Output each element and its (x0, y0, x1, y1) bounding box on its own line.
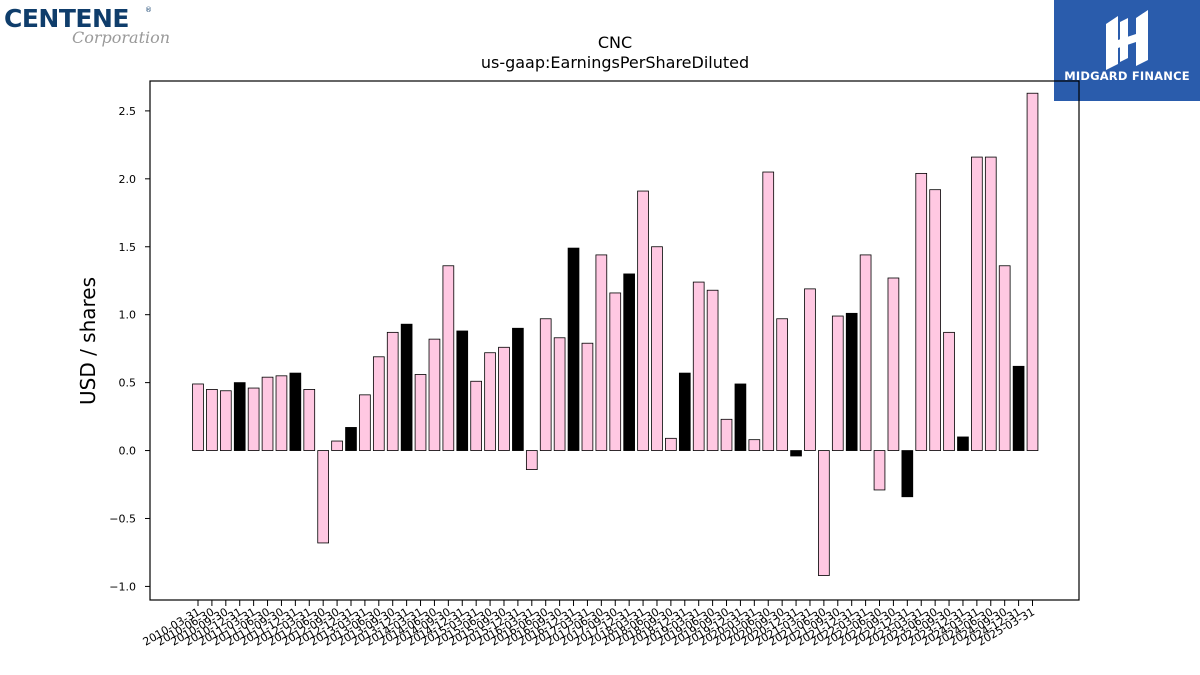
bar-2017-06-30 (595, 254, 608, 451)
y-axis-label: USD / shares (76, 277, 100, 405)
bar-2015-03-31 (470, 380, 482, 451)
bar-2022-09-30 (887, 277, 900, 451)
y-tick-label: −0.5 (109, 512, 136, 525)
bar-2022-12-31 (901, 450, 914, 498)
bar-2020-06-30 (762, 171, 775, 451)
bar-2018-06-30 (651, 246, 663, 451)
bar-2012-03-31 (303, 389, 316, 451)
bar-2021-03-31 (804, 288, 816, 451)
bar-2013-12-31 (400, 323, 413, 451)
bar-2023-06-30 (929, 189, 941, 451)
bar-2019-12-31 (734, 383, 747, 451)
bar-2017-03-31 (581, 342, 594, 451)
bar-2014-09-30 (442, 265, 455, 451)
bars-layer (192, 92, 1039, 576)
bar-2017-09-30 (609, 292, 622, 451)
bar-2020-09-30 (776, 318, 788, 451)
bar-2024-09-30 (998, 265, 1011, 451)
midgard-logo-mark-icon (1106, 10, 1148, 70)
bar-2022-03-31 (859, 254, 872, 451)
bar-2010-06-30 (206, 389, 218, 451)
bar-2018-03-31 (637, 190, 649, 451)
bar-2020-12-31 (790, 450, 802, 457)
y-tick-label: 1.5 (119, 241, 137, 254)
bar-2016-03-31 (525, 450, 538, 470)
bar-2015-06-30 (484, 352, 496, 451)
bar-2014-12-31 (456, 330, 469, 451)
bar-2025-03-31 (1026, 92, 1039, 451)
y-tick-label: −1.0 (109, 580, 136, 593)
centene-logo-registered-mark: ® (145, 6, 152, 14)
bar-2018-12-31 (678, 372, 691, 451)
bar-2015-12-31 (512, 327, 524, 451)
bar-2021-12-31 (845, 312, 858, 451)
bar-2019-06-30 (706, 289, 719, 451)
y-tick-label: 1.0 (119, 309, 137, 322)
bar-2024-03-31 (971, 156, 983, 451)
bar-2011-06-30 (261, 376, 274, 451)
bar-2010-09-30 (219, 390, 232, 451)
bar-2017-12-31 (623, 273, 635, 451)
bar-2023-12-31 (957, 436, 969, 451)
bar-2022-06-30 (873, 450, 886, 491)
bar-2012-12-31 (345, 427, 357, 451)
y-tick-label: 0.0 (119, 445, 137, 458)
y-axis: −1.0 −0.5 0.0 0.5 1.0 1.5 2.0 2.5 (109, 105, 150, 593)
plot-frame (149, 80, 1080, 601)
bar-2011-12-31 (289, 372, 302, 451)
y-tick-label: 0.5 (119, 377, 137, 390)
bar-2013-09-30 (386, 331, 399, 451)
centene-logo-brand: CENTENE (4, 4, 129, 33)
bar-2021-09-30 (831, 315, 844, 451)
bar-2020-03-31 (748, 439, 761, 451)
bar-2015-09-30 (498, 346, 510, 451)
bar-2016-12-31 (567, 247, 580, 451)
bar-2013-03-31 (359, 394, 371, 451)
bar-2023-03-31 (915, 172, 928, 451)
x-axis: 2010-03-312010-06-302010-09-302010-12-31… (141, 600, 1037, 649)
bar-2016-09-30 (553, 337, 566, 451)
bar-2013-06-30 (372, 356, 385, 451)
bar-2011-09-30 (275, 375, 288, 451)
bar-2019-03-31 (692, 281, 705, 451)
chart-title: CNC (598, 33, 632, 52)
bar-2018-09-30 (665, 437, 677, 451)
centene-logo: CENTENE ® Corporation (4, 4, 174, 48)
y-tick-label: 2.5 (119, 105, 137, 118)
bar-2012-09-30 (331, 440, 343, 451)
bar-2023-09-30 (943, 331, 955, 451)
bar-2024-12-31 (1012, 365, 1025, 451)
bar-2010-12-31 (233, 382, 246, 451)
bar-2024-06-30 (984, 156, 997, 451)
y-tick-label: 2.0 (119, 173, 137, 186)
bar-2016-06-30 (539, 318, 552, 451)
bar-2012-06-30 (317, 450, 330, 544)
bar-2021-06-30 (818, 450, 830, 576)
bar-2014-06-30 (428, 338, 441, 451)
midgard-logo-name: MIDGARD FINANCE (1064, 69, 1190, 83)
bar-2019-09-30 (720, 418, 733, 451)
bar-2014-03-31 (414, 374, 427, 451)
midgard-finance-logo: MIDGARD FINANCE (1054, 0, 1200, 101)
chart-subtitle: us-gaap:EarningsPerShareDiluted (481, 53, 749, 72)
bar-2010-03-31 (192, 383, 204, 451)
bar-2011-03-31 (247, 387, 260, 451)
centene-logo-subtitle: Corporation (72, 28, 171, 47)
